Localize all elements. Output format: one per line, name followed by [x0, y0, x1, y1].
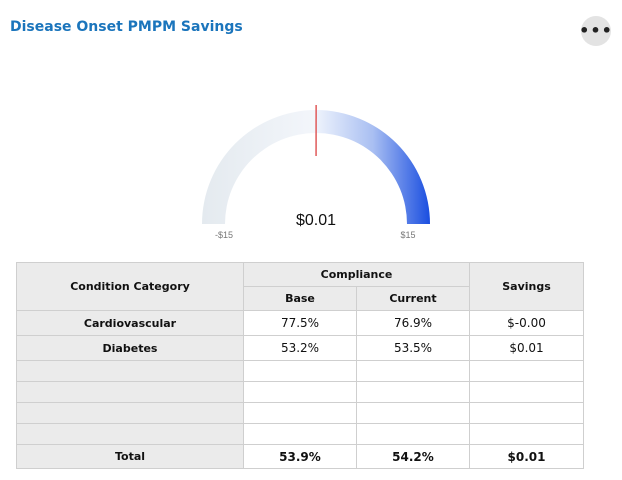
header-savings: Savings — [469, 262, 584, 311]
row-savings: $0.01 — [469, 335, 584, 361]
total-savings: $0.01 — [469, 444, 584, 469]
empty-cell — [356, 360, 470, 382]
row-base: 77.5% — [243, 310, 357, 336]
empty-cell — [243, 381, 357, 403]
row-category: Cardiovascular — [16, 310, 244, 336]
header-current: Current — [356, 286, 470, 311]
more-options-icon: ••• — [579, 21, 613, 40]
empty-cell — [16, 360, 244, 382]
empty-cell — [469, 360, 584, 382]
header-base: Base — [243, 286, 357, 311]
row-current: 76.9% — [356, 310, 470, 336]
empty-row — [16, 402, 584, 424]
savings-table: Condition Category Compliance Savings Ba… — [16, 262, 584, 469]
total-base: 53.9% — [243, 444, 357, 469]
row-current: 53.5% — [356, 335, 470, 361]
total-label: Total — [16, 444, 244, 469]
row-category: Diabetes — [16, 335, 244, 361]
empty-cell — [469, 381, 584, 403]
empty-row — [16, 360, 584, 382]
empty-cell — [469, 423, 584, 445]
empty-cell — [356, 381, 470, 403]
gauge-arc — [202, 110, 430, 224]
total-current: 54.2% — [356, 444, 470, 469]
more-options-button[interactable]: ••• — [579, 16, 613, 46]
empty-cell — [243, 360, 357, 382]
widget-title: Disease Onset PMPM Savings — [10, 19, 243, 35]
table-row: Diabetes 53.2% 53.5% $0.01 — [16, 335, 584, 361]
empty-cell — [356, 423, 470, 445]
row-savings: $-0.00 — [469, 310, 584, 336]
empty-cell — [16, 381, 244, 403]
table-row: Cardiovascular 77.5% 76.9% $-0.00 — [16, 310, 584, 336]
header-condition-category: Condition Category — [16, 262, 244, 311]
gauge-min-label: -$15 — [215, 230, 233, 240]
empty-cell — [243, 402, 357, 424]
empty-cell — [356, 402, 470, 424]
empty-cell — [16, 402, 244, 424]
empty-cell — [243, 423, 357, 445]
empty-row — [16, 381, 584, 403]
row-base: 53.2% — [243, 335, 357, 361]
gauge-value: $0.01 — [296, 212, 336, 229]
header-compliance: Compliance — [243, 262, 470, 287]
gauge-max-label: $15 — [400, 230, 415, 240]
savings-gauge: $0.01 -$15 $15 — [202, 104, 430, 240]
empty-row — [16, 423, 584, 445]
empty-cell — [469, 402, 584, 424]
empty-cell — [16, 423, 244, 445]
total-row: Total 53.9% 54.2% $0.01 — [16, 444, 584, 469]
